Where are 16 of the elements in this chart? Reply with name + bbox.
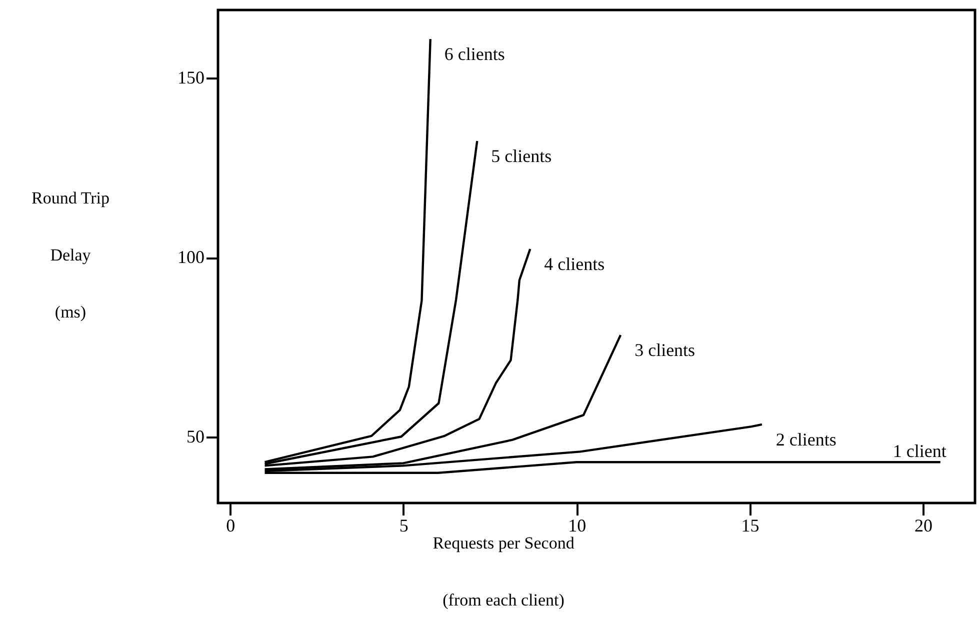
y-tick-label: 150: [178, 68, 204, 88]
series-label: 5 clients: [491, 146, 552, 166]
y-tick-label: 100: [178, 247, 204, 268]
y-tick-label: 50: [186, 426, 204, 446]
x-tick-label: 5: [399, 516, 408, 536]
series-label: 6 clients: [444, 44, 505, 64]
x-tick-label: 0: [226, 516, 236, 536]
series-label: 2 clients: [776, 429, 836, 450]
series-label: 3 clients: [634, 340, 696, 360]
series-label: 1 client: [892, 441, 946, 462]
text: Requests per Second (from each client): [432, 534, 574, 610]
x-tick-label: 15: [741, 516, 760, 536]
x-tick-label: 20: [914, 516, 933, 536]
x-tick-label: 10: [568, 516, 586, 536]
series-label: 4 clients: [544, 254, 605, 274]
text: Round Trip Delay (ms): [32, 188, 110, 322]
